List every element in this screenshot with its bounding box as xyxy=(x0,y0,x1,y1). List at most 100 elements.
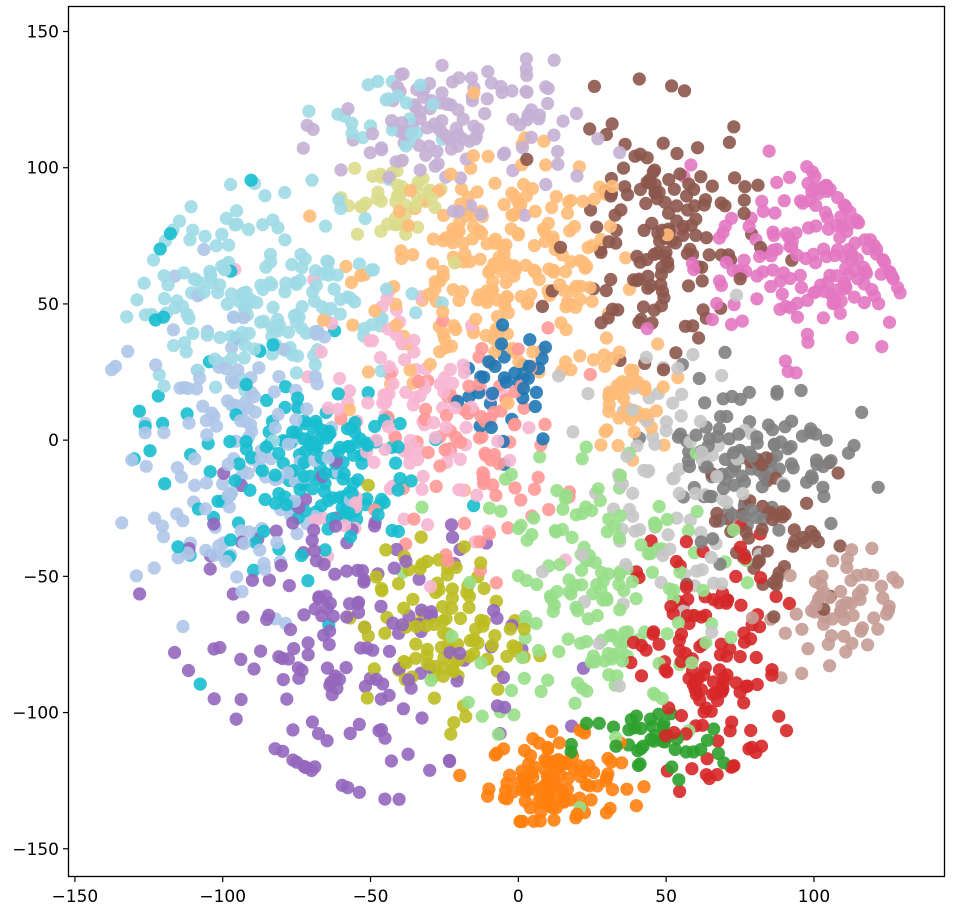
scatter-point xyxy=(723,465,737,479)
scatter-point xyxy=(286,425,300,439)
scatter-point xyxy=(472,224,486,238)
scatter-point xyxy=(215,227,229,241)
scatter-point xyxy=(309,278,323,292)
scatter-point xyxy=(341,781,355,795)
scatter-point xyxy=(520,533,534,547)
scatter-point xyxy=(163,227,177,241)
scatter-point xyxy=(427,691,441,705)
scatter-point xyxy=(817,489,831,504)
scatter-point xyxy=(670,199,684,213)
scatter-point xyxy=(767,576,781,590)
scatter-point xyxy=(685,256,700,270)
scatter-point xyxy=(857,277,871,291)
scatter-point xyxy=(258,189,272,203)
scatter-point xyxy=(779,724,794,738)
scatter-point xyxy=(357,575,371,589)
scatter-point xyxy=(794,281,809,295)
scatter-point xyxy=(522,421,536,435)
scatter-point xyxy=(779,299,793,314)
scatter-point xyxy=(716,481,731,496)
scatter-point xyxy=(520,113,534,127)
scatter-point xyxy=(672,486,686,500)
scatter-point xyxy=(694,535,708,549)
scatter-point xyxy=(703,432,717,446)
scatter-point xyxy=(490,699,504,713)
scatter-point xyxy=(341,102,355,116)
scatter-point xyxy=(627,377,641,391)
scatter-point xyxy=(237,351,251,365)
scatter-point xyxy=(297,608,311,622)
scatter-point xyxy=(811,535,825,549)
scatter-point xyxy=(612,411,626,425)
scatter-point xyxy=(256,282,270,296)
scatter-point xyxy=(286,753,300,767)
scatter-point xyxy=(489,488,503,502)
scatter-point xyxy=(391,188,405,202)
scatter-point xyxy=(590,220,604,234)
scatter-point xyxy=(576,256,591,270)
scatter-point xyxy=(467,86,481,100)
scatter-point xyxy=(770,175,784,190)
scatter-point xyxy=(352,257,366,271)
scatter-point xyxy=(639,350,653,364)
scatter-point xyxy=(640,151,654,165)
scatter-point xyxy=(258,492,272,507)
scatter-point xyxy=(273,318,287,332)
scatter-point xyxy=(297,456,311,470)
scatter-point xyxy=(673,644,687,658)
scatter-point xyxy=(436,600,450,614)
scatter-point xyxy=(489,576,503,590)
scatter-point xyxy=(541,216,556,230)
scatter-point xyxy=(882,315,897,329)
scatter-point xyxy=(704,550,718,564)
scatter-point xyxy=(569,106,584,120)
scatter-point xyxy=(541,96,555,111)
scatter-point xyxy=(368,419,382,434)
scatter-point xyxy=(447,256,462,270)
scatter-point xyxy=(322,637,336,652)
scatter-point xyxy=(238,338,252,352)
scatter-point xyxy=(235,585,249,599)
scatter-point xyxy=(199,476,213,490)
scatter-point xyxy=(675,387,689,401)
scatter-point xyxy=(778,354,793,368)
scatter-point xyxy=(257,556,271,571)
scatter-point xyxy=(438,443,452,457)
scatter-point xyxy=(727,478,742,492)
scatter-point xyxy=(605,628,620,642)
scatter-point xyxy=(230,204,244,218)
scatter-point xyxy=(689,212,703,226)
scatter-point xyxy=(845,543,859,557)
scatter-point xyxy=(801,642,815,656)
scatter-point xyxy=(331,444,346,458)
y-tick-label: −50 xyxy=(23,567,59,587)
scatter-point xyxy=(511,228,525,242)
scatter-point xyxy=(342,403,356,417)
scatter-point xyxy=(472,431,487,445)
scatter-point xyxy=(305,715,319,729)
scatter-point xyxy=(505,84,519,98)
scatter-point xyxy=(599,284,613,298)
scatter-point xyxy=(171,540,185,554)
scatter-point xyxy=(838,199,852,213)
scatter-point xyxy=(256,218,270,232)
scatter-point xyxy=(720,495,734,509)
scatter-point xyxy=(533,450,547,464)
scatter-point xyxy=(637,780,651,794)
scatter-point xyxy=(781,364,795,379)
scatter-point xyxy=(574,636,588,650)
scatter-point xyxy=(491,434,505,448)
scatter-point xyxy=(742,219,756,234)
scatter-point xyxy=(350,435,364,450)
scatter-point xyxy=(700,460,714,474)
x-tick-label: 50 xyxy=(655,887,677,907)
scatter-point xyxy=(712,422,727,436)
scatter-point xyxy=(391,178,405,192)
scatter-point xyxy=(305,173,319,187)
scatter-point xyxy=(323,596,337,611)
scatter-point xyxy=(605,783,620,797)
scatter-point xyxy=(790,310,805,324)
scatter-point xyxy=(553,278,567,292)
scatter-point xyxy=(807,286,821,300)
scatter-point xyxy=(538,417,552,431)
